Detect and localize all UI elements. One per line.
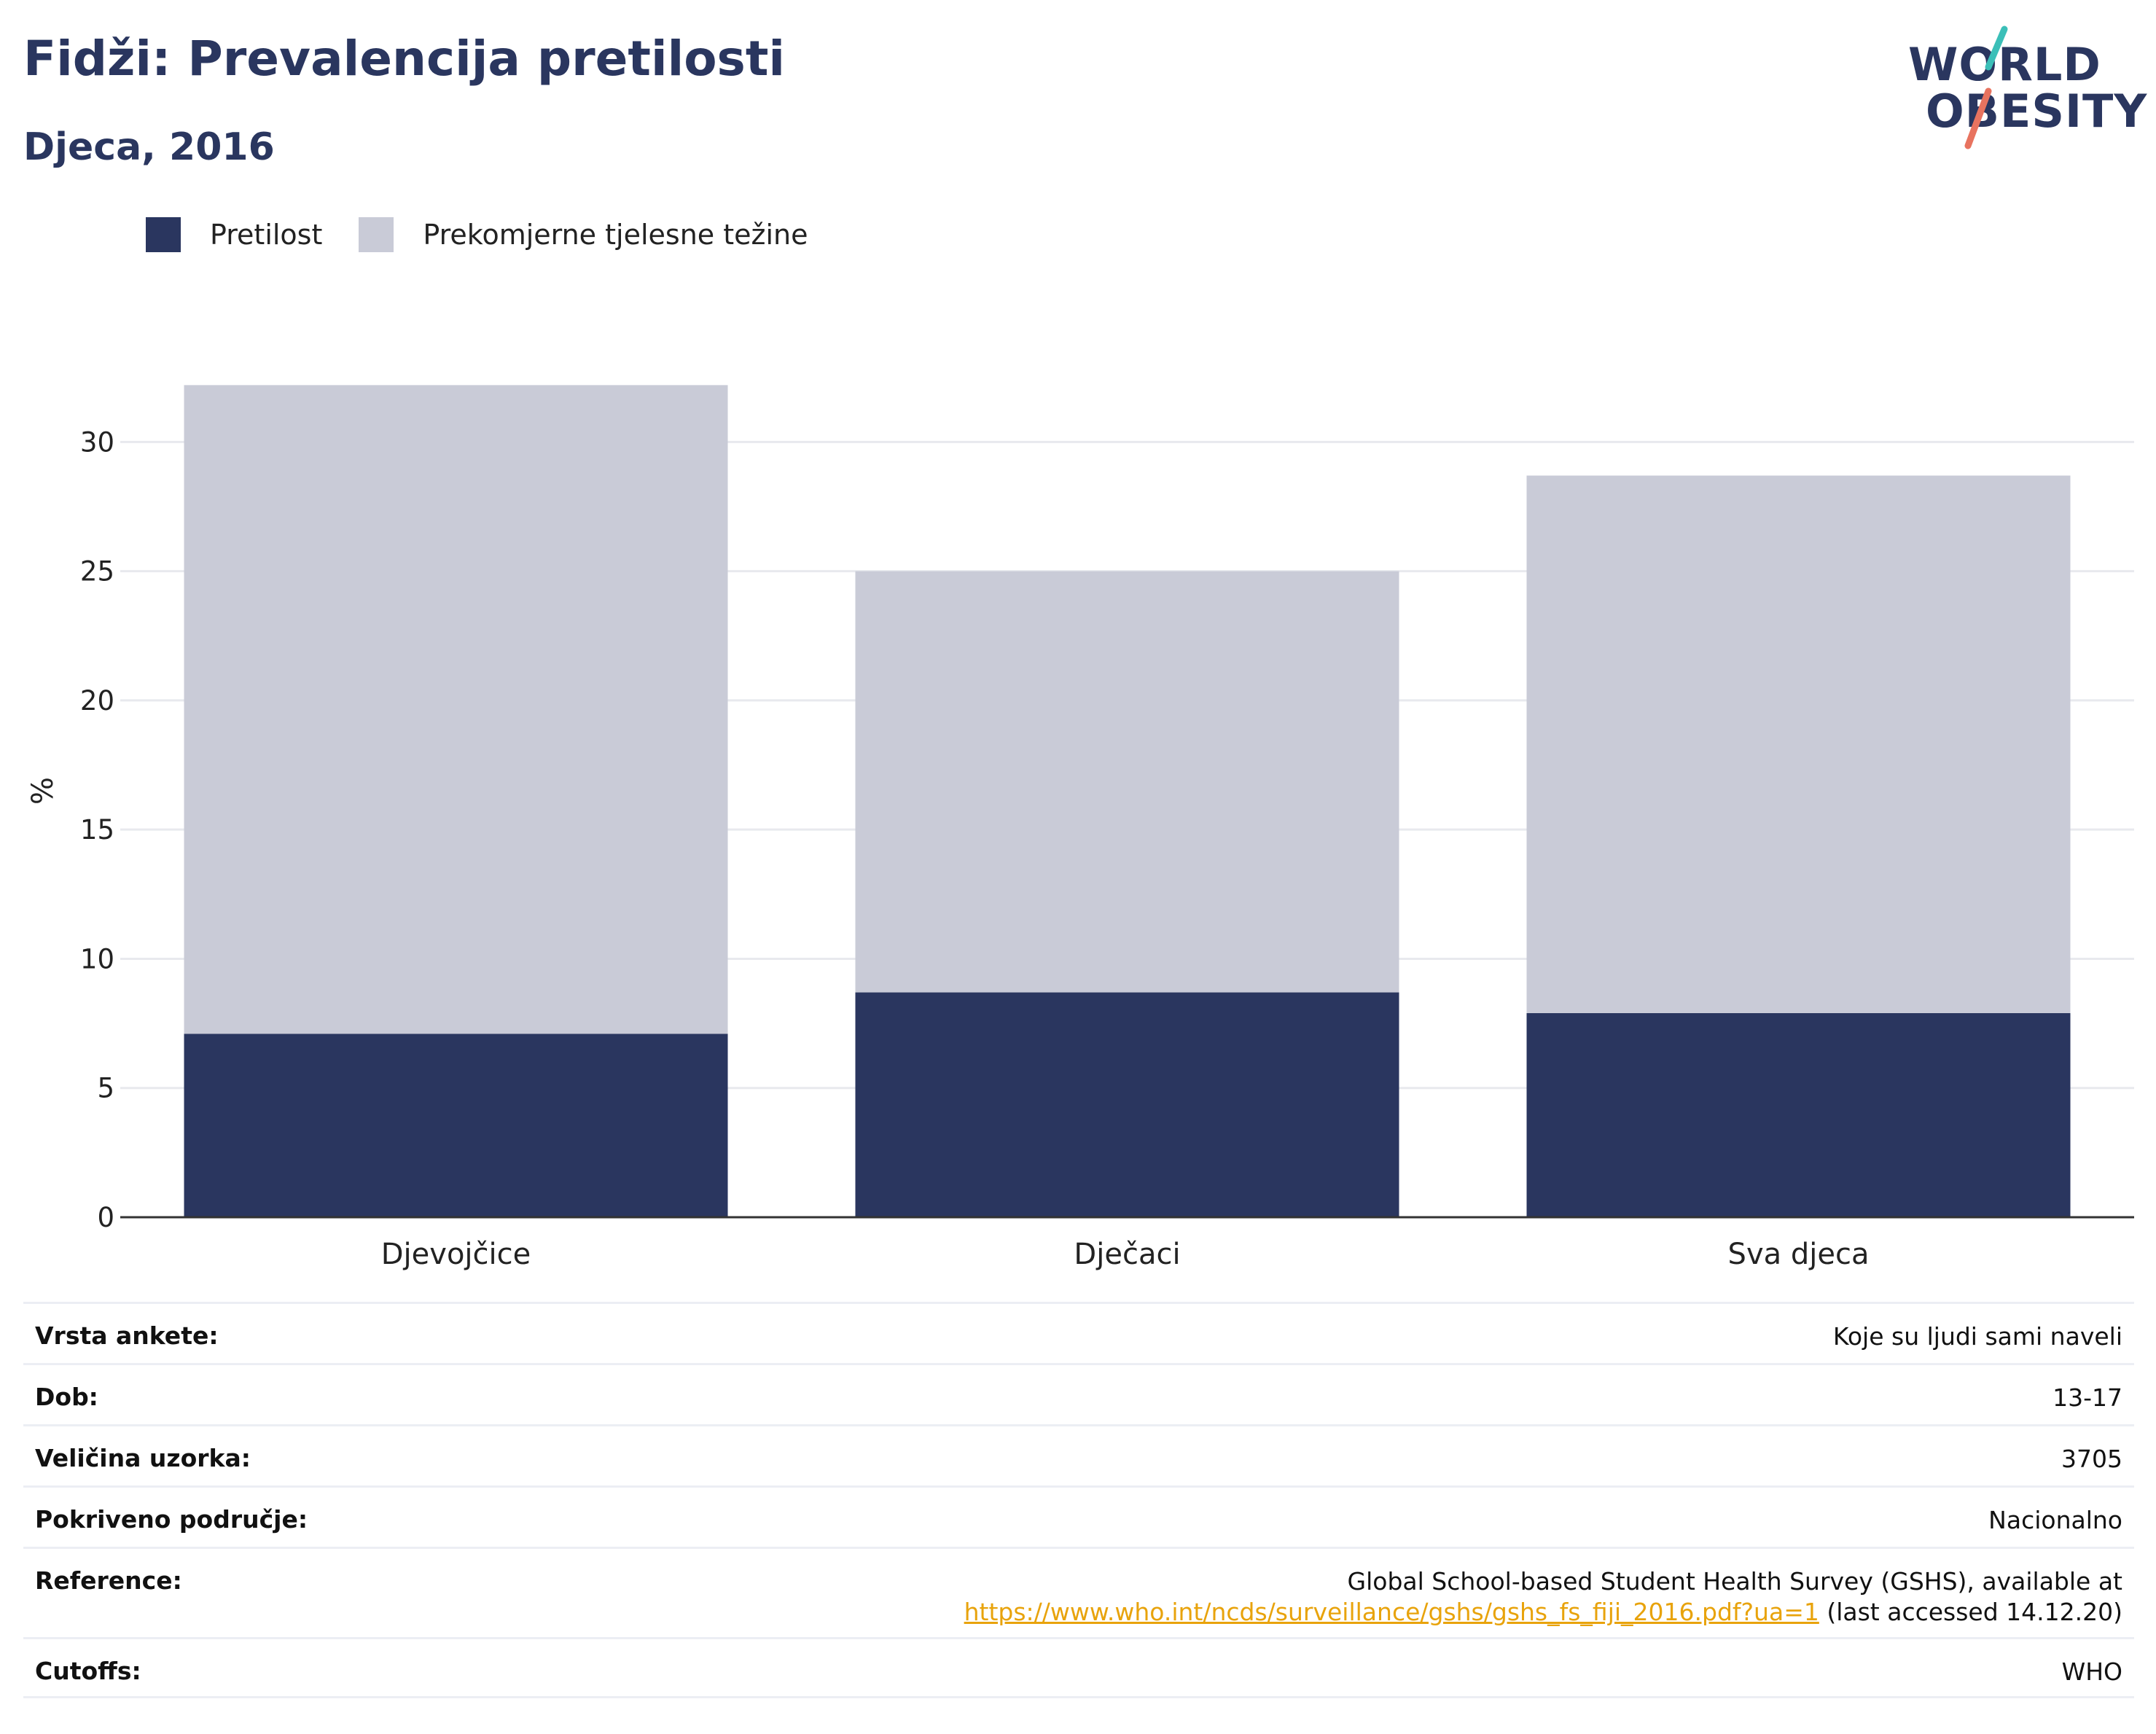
chart-legend: Pretilost Prekomjerne tjelesne težine xyxy=(146,217,845,252)
info-row-reference: Reference: Global School-based Student H… xyxy=(23,1547,2134,1637)
x-tick-label: Djevojčice xyxy=(381,1238,531,1271)
y-tick-label: 10 xyxy=(80,943,114,975)
info-value: Global School-based Student Health Surve… xyxy=(964,1566,2122,1628)
legend-item-overweight[interactable]: Prekomjerne tjelesne težine xyxy=(359,217,808,252)
info-key: Cutoffs: xyxy=(35,1657,141,1685)
y-tick-label: 0 xyxy=(97,1202,114,1233)
world-obesity-logo: WORLD OBESITY xyxy=(1895,22,2147,153)
x-tick-label: Dječaci xyxy=(1074,1238,1180,1271)
chart-title: Fidži: Prevalencija pretilosti xyxy=(23,31,786,87)
chart-subtitle: Djeca, 2016 xyxy=(23,125,275,169)
reference-link[interactable]: https://www.who.int/ncds/surveillance/gs… xyxy=(964,1598,1819,1626)
bar-obesity xyxy=(1526,1012,2071,1217)
bar-overweight xyxy=(1526,475,2071,1013)
info-key: Pokriveno područje: xyxy=(35,1505,308,1534)
info-key: Dob: xyxy=(35,1383,98,1411)
bar-overweight xyxy=(184,385,728,1034)
legend-swatch-overweight xyxy=(359,217,394,252)
y-tick-label: 30 xyxy=(80,426,114,458)
legend-item-obesity[interactable]: Pretilost xyxy=(146,217,322,252)
bar-obesity xyxy=(855,992,1399,1217)
bar-overweight xyxy=(855,571,1399,993)
y-tick-label: 15 xyxy=(80,814,114,845)
info-key: Reference: xyxy=(35,1566,182,1595)
y-tick-label: 5 xyxy=(97,1073,114,1104)
y-tick-label: 20 xyxy=(80,685,114,716)
info-row-sample-size: Veličina uzorka: 3705 xyxy=(23,1424,2134,1485)
legend-label-obesity: Pretilost xyxy=(210,219,323,251)
logo-line-1: WORLD xyxy=(1908,38,2101,91)
info-value: WHO xyxy=(2061,1657,2122,1686)
x-tick-label: Sva djeca xyxy=(1728,1238,1870,1271)
y-axis-label: % xyxy=(26,777,60,805)
info-value: Nacionalno xyxy=(1988,1506,2122,1534)
bar-obesity xyxy=(184,1034,728,1217)
bar-chart: 0 5 10 15 20 25 30% Djevojčice Dječaci Sva djeca xyxy=(26,385,2134,1271)
info-key: Vrsta ankete: xyxy=(35,1321,219,1350)
info-key: Veličina uzorka: xyxy=(35,1444,251,1472)
reference-text: Global School-based Student Health Surve… xyxy=(1347,1567,2122,1596)
info-row-survey-type: Vrsta ankete: Koje su ljudi sami naveli xyxy=(23,1302,2134,1363)
logo-slash-icon xyxy=(1964,26,2008,149)
info-row-age: Dob: 13-17 xyxy=(23,1363,2134,1424)
info-value: Koje su ljudi sami naveli xyxy=(1832,1322,2122,1351)
legend-swatch-obesity xyxy=(146,217,181,252)
info-row-cutoffs: Cutoffs: WHO xyxy=(23,1637,2134,1698)
reference-suffix: (last accessed 14.12.20) xyxy=(1819,1598,2122,1626)
logo-line-2: OBESITY xyxy=(1926,85,2148,138)
legend-label-overweight: Prekomjerne tjelesne težine xyxy=(423,219,808,251)
survey-info-table: Vrsta ankete: Koje su ljudi sami naveli … xyxy=(23,1302,2134,1698)
info-row-area: Pokriveno područje: Nacionalno xyxy=(23,1485,2134,1547)
info-value: 13-17 xyxy=(2053,1383,2122,1412)
info-value: 3705 xyxy=(2061,1445,2122,1473)
y-tick-label: 25 xyxy=(80,556,114,587)
